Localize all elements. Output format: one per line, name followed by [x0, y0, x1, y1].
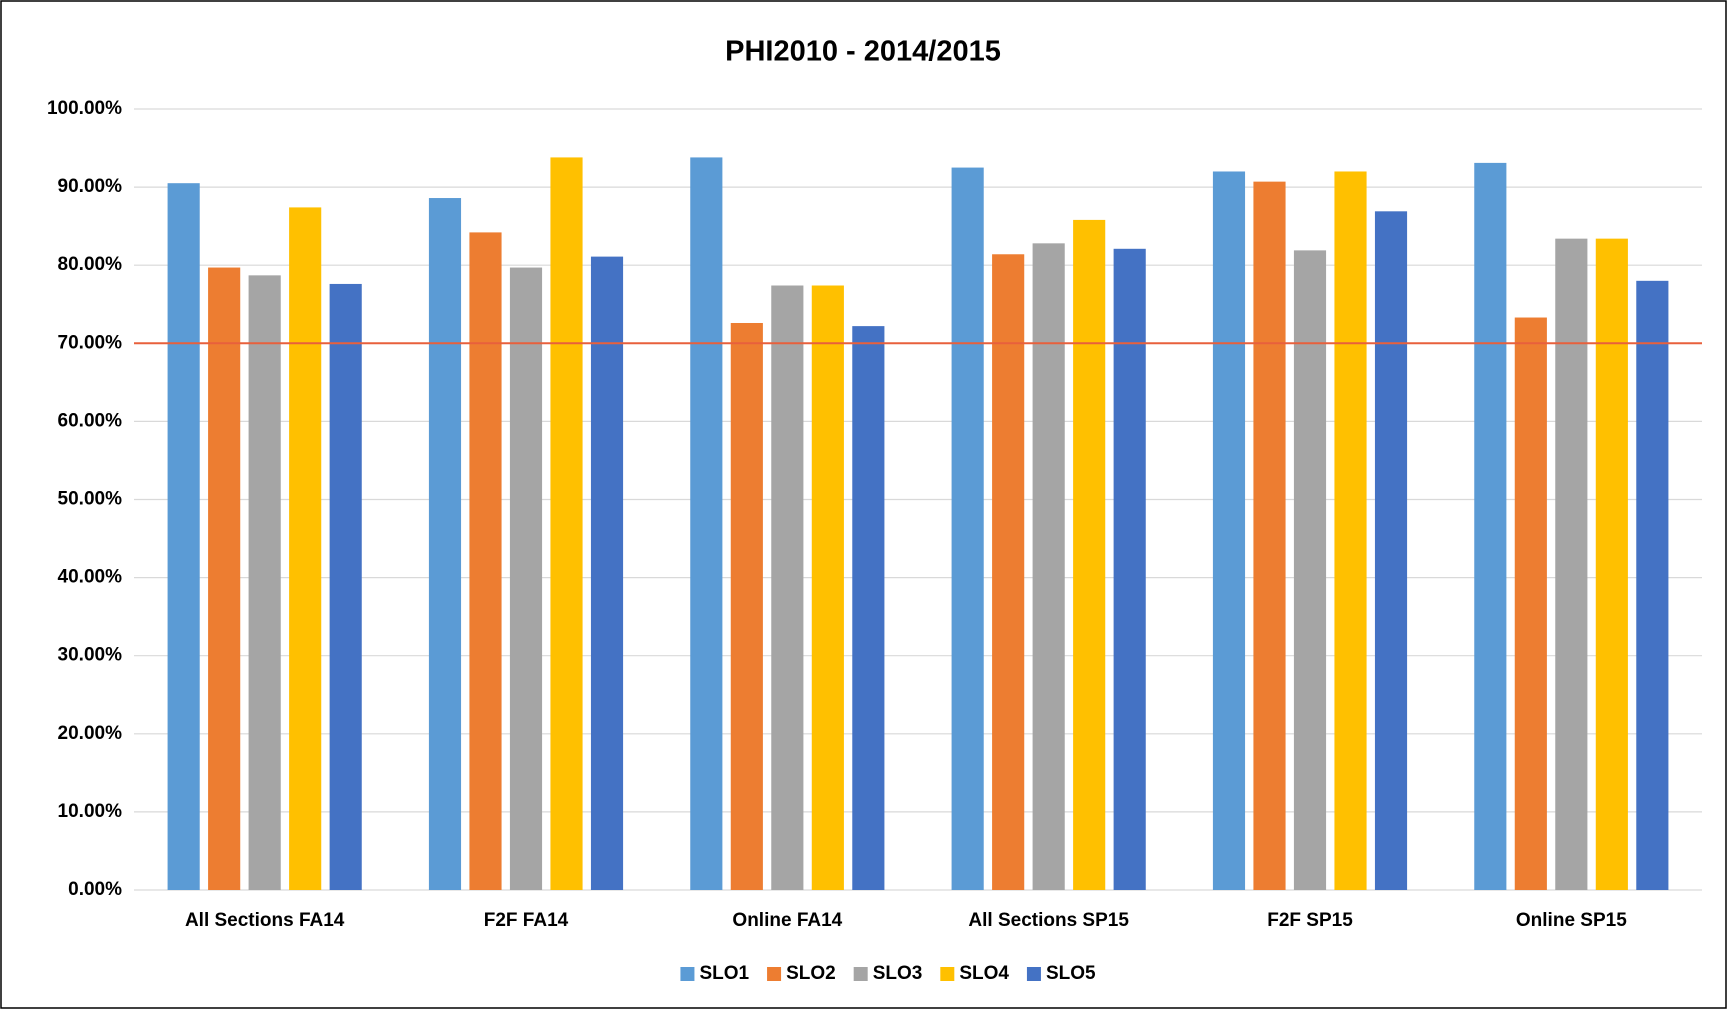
bar [771, 285, 804, 891]
bar [1334, 171, 1367, 891]
bar [951, 167, 984, 890]
y-tick-label: 60.00% [58, 410, 123, 431]
y-tick-label: 40.00% [58, 567, 123, 588]
bar [428, 198, 462, 890]
legend-label: SLO2 [786, 963, 836, 984]
x-tick-label: F2F FA14 [484, 910, 569, 931]
legend-label: SLO4 [959, 963, 1009, 984]
y-tick-label: 80.00% [58, 254, 123, 275]
bar [1595, 238, 1628, 890]
y-tick-label: 100.00% [47, 98, 122, 119]
x-tick-label: Online SP15 [1516, 910, 1627, 931]
bar [1293, 250, 1327, 891]
y-tick-label: 20.00% [58, 723, 123, 744]
bar [1253, 181, 1286, 890]
y-tick-label: 0.00% [68, 879, 122, 900]
y-tick-label: 30.00% [58, 645, 123, 666]
bar [1113, 248, 1146, 890]
bar [730, 322, 763, 890]
legend-label: SLO1 [699, 963, 749, 984]
bar [1474, 162, 1507, 890]
x-tick-label: Online FA14 [732, 910, 842, 931]
x-tick-label: All Sections FA14 [185, 910, 345, 931]
y-tick-label: 70.00% [58, 332, 123, 353]
legend-swatch [767, 967, 782, 981]
x-tick-label: All Sections SP15 [968, 910, 1129, 931]
bar [248, 275, 281, 890]
bar [992, 254, 1025, 891]
bar [1212, 171, 1246, 891]
bar [509, 267, 543, 891]
x-tick-label: F2F SP15 [1267, 910, 1353, 931]
y-tick-label: 10.00% [58, 801, 123, 822]
legend-label: SLO5 [1046, 963, 1096, 984]
legend-label: SLO3 [873, 963, 923, 984]
bar [469, 232, 502, 890]
bar [1514, 317, 1547, 891]
y-tick-label: 50.00% [58, 489, 123, 510]
bar [1555, 238, 1588, 890]
bar [690, 157, 723, 890]
bar [811, 285, 844, 891]
bar [1073, 219, 1106, 891]
legend-swatch [940, 967, 955, 981]
bar [1374, 211, 1408, 890]
legend-swatch [680, 967, 695, 981]
bar [289, 207, 322, 890]
bar [1636, 280, 1669, 890]
bar [167, 183, 200, 890]
legend-swatch [1026, 967, 1041, 981]
bar [1032, 243, 1065, 890]
chart-title: PHI2010 - 2014/2015 [725, 36, 1001, 68]
bar [208, 267, 241, 891]
y-tick-label: 90.00% [58, 176, 123, 197]
legend-swatch [853, 967, 868, 981]
bar [590, 256, 624, 890]
bar [550, 157, 583, 890]
bar [852, 326, 885, 890]
bar [329, 283, 362, 891]
